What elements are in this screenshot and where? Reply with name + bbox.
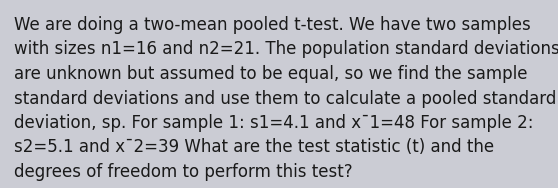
Text: deviation, sp. For sample 1: s1=4.1 and x¯1=48 For sample 2:: deviation, sp. For sample 1: s1=4.1 and … (14, 114, 533, 132)
Text: degrees of freedom to perform this test?: degrees of freedom to perform this test? (14, 163, 353, 181)
Text: are unknown but assumed to be equal, so we find the sample: are unknown but assumed to be equal, so … (14, 65, 527, 83)
Text: with sizes n1=16 and n2=21. The population standard deviations: with sizes n1=16 and n2=21. The populati… (14, 40, 558, 58)
Text: s2=5.1 and x¯2=39 What are the test statistic (t) and the: s2=5.1 and x¯2=39 What are the test stat… (14, 139, 494, 156)
Text: standard deviations and use them to calculate a pooled standard: standard deviations and use them to calc… (14, 89, 556, 108)
Text: We are doing a two-mean pooled t-test. We have two samples: We are doing a two-mean pooled t-test. W… (14, 16, 531, 34)
